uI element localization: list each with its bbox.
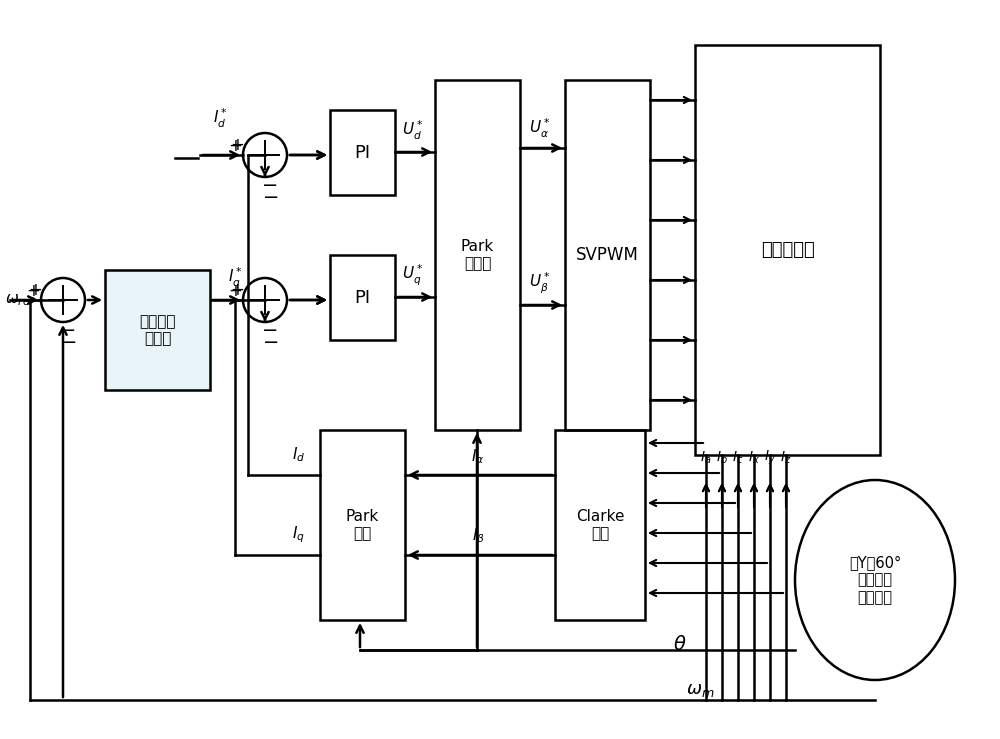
Text: $I_y$: $I_y$ — [764, 449, 776, 467]
Text: $I_x$: $I_x$ — [748, 450, 760, 466]
Text: −: − — [61, 333, 78, 352]
Text: PI: PI — [354, 288, 371, 307]
Text: Park
逆变换: Park 逆变换 — [461, 239, 494, 271]
Bar — [330, 110, 395, 195]
Text: $I_q$: $I_q$ — [292, 525, 305, 545]
Text: −: − — [262, 321, 278, 339]
Text: −: − — [262, 175, 278, 194]
Bar — [565, 80, 650, 430]
Text: $I_d^*$: $I_d^*$ — [213, 106, 227, 129]
Text: $I_\alpha$: $I_\alpha$ — [471, 448, 485, 466]
Text: −: − — [263, 188, 280, 206]
Text: +: + — [228, 137, 242, 155]
Text: SVPWM: SVPWM — [576, 246, 639, 264]
Text: +: + — [28, 281, 42, 299]
Text: +: + — [26, 282, 40, 300]
Text: $I_z$: $I_z$ — [780, 450, 792, 466]
Text: +: + — [230, 281, 244, 299]
Text: $U_\beta^*$: $U_\beta^*$ — [529, 270, 551, 296]
Text: $I_q^*$: $I_q^*$ — [228, 265, 242, 290]
Text: 滑模速度
控制器: 滑模速度 控制器 — [139, 314, 176, 346]
Text: $U_q^*$: $U_q^*$ — [402, 262, 424, 287]
Bar — [435, 80, 520, 430]
Text: $I_b$: $I_b$ — [716, 450, 728, 466]
Text: $I_a$: $I_a$ — [700, 450, 712, 466]
Text: $\omega_m$: $\omega_m$ — [686, 681, 714, 699]
Text: −: − — [60, 321, 76, 339]
Bar — [330, 255, 395, 340]
Text: +: + — [228, 282, 242, 300]
Bar — [105, 270, 210, 390]
Text: $\omega_{ref}$: $\omega_{ref}$ — [5, 292, 36, 308]
Bar — [695, 45, 880, 455]
Bar — [320, 430, 405, 620]
Text: $U_d^*$: $U_d^*$ — [402, 118, 424, 142]
Text: PI: PI — [354, 143, 371, 162]
Bar — [555, 430, 645, 620]
Text: $I_c$: $I_c$ — [732, 450, 744, 466]
Text: +: + — [230, 136, 244, 154]
Text: $I_d$: $I_d$ — [292, 446, 305, 464]
Text: 双Y移60°
六相永磁
同步电机: 双Y移60° 六相永磁 同步电机 — [849, 555, 901, 605]
Text: Clarke
变换: Clarke 变换 — [576, 508, 624, 541]
Text: $U_\alpha^*$: $U_\alpha^*$ — [529, 117, 551, 140]
Text: $I_\beta$: $I_\beta$ — [472, 527, 484, 548]
Text: $\theta$: $\theta$ — [673, 636, 687, 655]
Text: 六相逆变器: 六相逆变器 — [761, 241, 814, 259]
Text: −: − — [263, 333, 280, 352]
Text: Park
变换: Park 变换 — [346, 508, 379, 541]
